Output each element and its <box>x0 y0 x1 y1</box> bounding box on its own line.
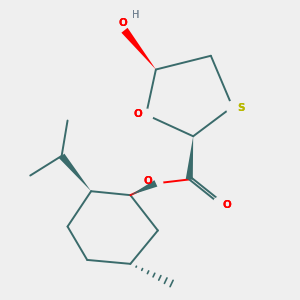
Text: S: S <box>237 103 245 112</box>
Text: H: H <box>132 10 139 20</box>
Text: O: O <box>144 176 152 186</box>
Text: S: S <box>237 103 245 112</box>
Text: O: O <box>118 18 127 28</box>
Polygon shape <box>186 136 193 180</box>
Text: O: O <box>118 18 127 28</box>
Polygon shape <box>130 180 158 195</box>
Text: O: O <box>223 200 232 210</box>
Polygon shape <box>122 28 156 70</box>
Text: O: O <box>134 109 142 119</box>
Polygon shape <box>59 154 91 191</box>
Text: O: O <box>223 200 232 210</box>
Text: O: O <box>134 109 142 119</box>
Text: O: O <box>144 176 152 186</box>
Text: H: H <box>132 10 139 20</box>
